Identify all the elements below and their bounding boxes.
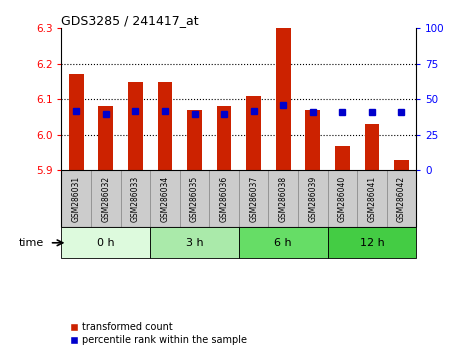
Bar	[98, 107, 113, 170]
Bar	[327, 227, 416, 258]
Text: GSM286036: GSM286036	[219, 176, 228, 222]
Bar	[91, 170, 121, 227]
Bar	[69, 74, 84, 170]
Text: 3 h: 3 h	[186, 238, 203, 248]
Bar	[187, 110, 202, 170]
Text: 12 h: 12 h	[359, 238, 384, 248]
Text: GSM286035: GSM286035	[190, 176, 199, 222]
Text: GSM286034: GSM286034	[160, 176, 169, 222]
Bar	[209, 170, 239, 227]
Bar	[239, 170, 269, 227]
Text: GSM286039: GSM286039	[308, 176, 317, 222]
Bar	[128, 81, 143, 170]
Bar	[150, 227, 239, 258]
Text: GSM286041: GSM286041	[368, 176, 377, 222]
Bar	[327, 170, 357, 227]
Bar	[246, 96, 261, 170]
Bar	[394, 160, 409, 170]
Bar	[150, 170, 180, 227]
Text: GSM286038: GSM286038	[279, 176, 288, 222]
Text: GSM286042: GSM286042	[397, 176, 406, 222]
Text: GSM286040: GSM286040	[338, 176, 347, 222]
Bar	[357, 170, 387, 227]
Text: GSM286037: GSM286037	[249, 176, 258, 222]
Bar	[387, 170, 416, 227]
Bar	[217, 107, 231, 170]
Text: GDS3285 / 241417_at: GDS3285 / 241417_at	[61, 14, 199, 27]
Bar	[335, 145, 350, 170]
Bar	[158, 81, 172, 170]
Bar	[61, 170, 91, 227]
Bar	[298, 170, 327, 227]
Legend: transformed count, percentile rank within the sample: transformed count, percentile rank withi…	[66, 319, 251, 349]
Text: GSM286033: GSM286033	[131, 176, 140, 222]
Text: GSM286031: GSM286031	[72, 176, 81, 222]
Text: 0 h: 0 h	[97, 238, 114, 248]
Bar	[61, 227, 150, 258]
Bar	[268, 170, 298, 227]
Text: 6 h: 6 h	[274, 238, 292, 248]
Bar	[121, 170, 150, 227]
Bar	[306, 110, 320, 170]
Text: time: time	[18, 238, 44, 248]
Text: GSM286032: GSM286032	[101, 176, 110, 222]
Bar	[180, 170, 209, 227]
Bar	[239, 227, 327, 258]
Bar	[365, 124, 379, 170]
Bar	[276, 28, 290, 170]
